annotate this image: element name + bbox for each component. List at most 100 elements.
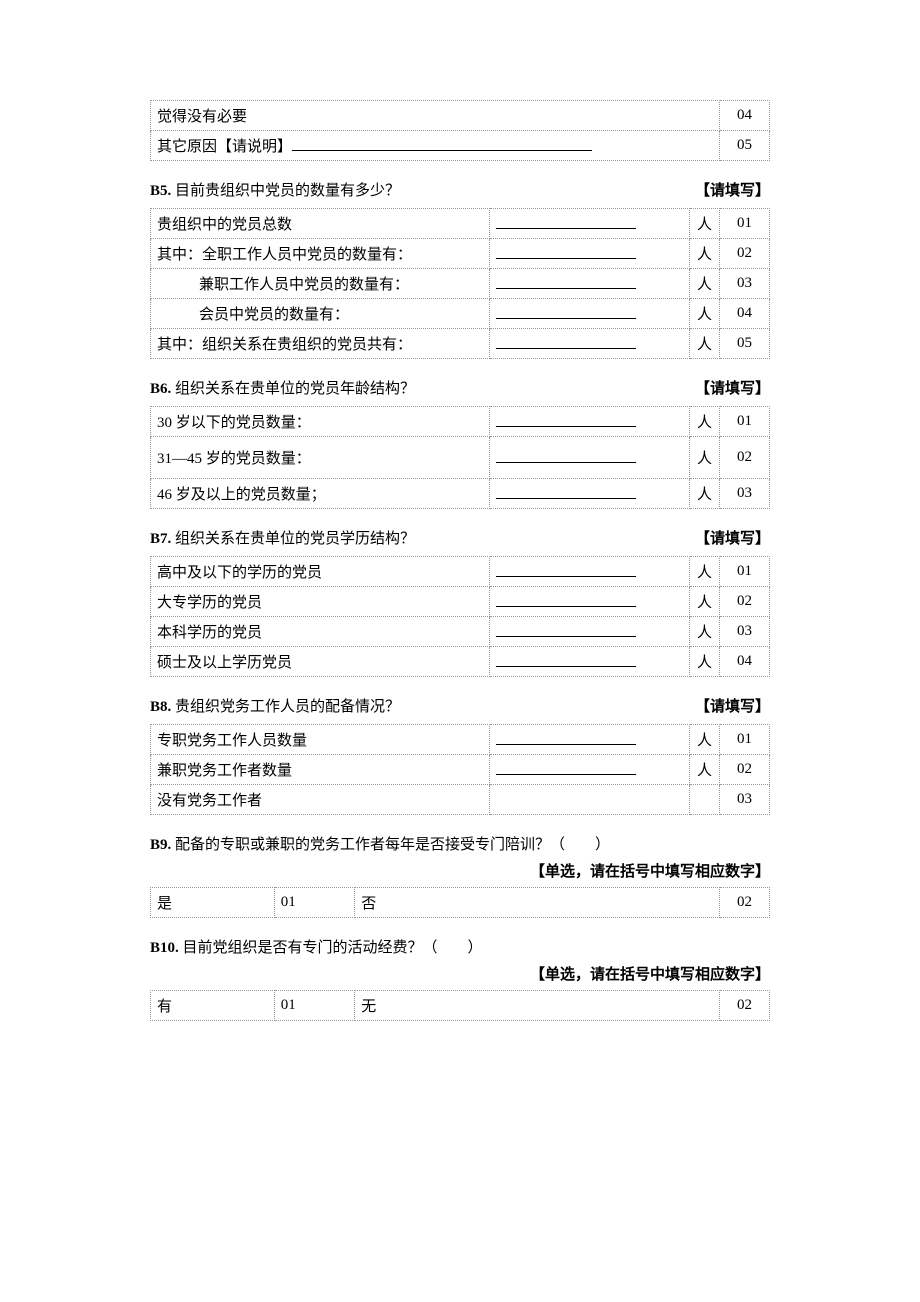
table-row: 贵组织中的党员总数 人 01 <box>151 209 770 239</box>
fill-blank <box>490 785 690 815</box>
b5-table: 贵组织中的党员总数 人 01 其中：全职工作人员中党员的数量有： 人 02 兼职… <box>150 208 770 359</box>
table-row: 其它原因【请说明】 05 <box>151 131 770 161</box>
unit: 人 <box>690 269 720 299</box>
code: 02 <box>720 755 770 785</box>
option-label: 否 <box>355 888 720 918</box>
b8-question: B8. 贵组织党务工作人员的配备情况？ 【请填写】 <box>150 695 770 716</box>
fill-blank[interactable] <box>490 209 690 239</box>
q-text: 贵组织党务工作人员的配备情况？ <box>175 699 400 715</box>
fill-blank[interactable] <box>490 239 690 269</box>
question-text: B7. 组织关系在贵单位的党员学历结构？ <box>150 527 415 548</box>
q-text: 组织关系在贵单位的党员学历结构？ <box>175 531 415 547</box>
other-reason-label: 其它原因【请说明】 <box>157 139 292 155</box>
table-row: 高中及以下的学历的党员 人 01 <box>151 557 770 587</box>
code: 01 <box>720 557 770 587</box>
table-row: 专职党务工作人员数量 人 01 <box>151 725 770 755</box>
row-label: 46 岁及以上的党员数量； <box>151 479 490 509</box>
unit: 人 <box>690 647 720 677</box>
code: 04 <box>720 647 770 677</box>
b6-question: B6. 组织关系在贵单位的党员年龄结构？ 【请填写】 <box>150 377 770 398</box>
b7-table: 高中及以下的学历的党员 人 01 大专学历的党员 人 02 本科学历的党员 人 … <box>150 556 770 677</box>
table-row: 其中：组织关系在贵组织的党员共有： 人 05 <box>151 329 770 359</box>
fill-blank[interactable] <box>490 557 690 587</box>
unit: 人 <box>690 299 720 329</box>
fill-blank[interactable] <box>490 479 690 509</box>
fill-blank[interactable] <box>490 647 690 677</box>
b10-instruction: 【单选，请在括号中填写相应数字】 <box>150 963 770 984</box>
unit: 人 <box>690 209 720 239</box>
table-row: 有 01 无 02 <box>151 991 770 1021</box>
option-label: 是 <box>151 888 275 918</box>
b9-instruction: 【单选，请在括号中填写相应数字】 <box>150 860 770 881</box>
row-label: 大专学历的党员 <box>151 587 490 617</box>
fill-blank[interactable] <box>490 617 690 647</box>
table-row: 大专学历的党员 人 02 <box>151 587 770 617</box>
option-label: 无 <box>355 991 720 1021</box>
q-num: B7. <box>150 531 171 547</box>
option-code: 05 <box>720 131 770 161</box>
unit: 人 <box>690 725 720 755</box>
other-reason-blank[interactable] <box>292 136 592 151</box>
unit: 人 <box>690 557 720 587</box>
b5-question: B5. 目前贵组织中党员的数量有多少？ 【请填写】 <box>150 179 770 200</box>
q-num: B5. <box>150 183 171 199</box>
row-label: 31—45 岁的党员数量： <box>151 437 490 479</box>
option-code: 01 <box>274 888 354 918</box>
table-row: 本科学历的党员 人 03 <box>151 617 770 647</box>
row-label: 贵组织中的党员总数 <box>151 209 490 239</box>
table-row: 会员中党员的数量有： 人 04 <box>151 299 770 329</box>
fill-blank[interactable] <box>490 587 690 617</box>
option-code: 02 <box>720 888 770 918</box>
unit: 人 <box>690 479 720 509</box>
q-hint: 【请填写】 <box>695 527 770 548</box>
row-label: 本科学历的党员 <box>151 617 490 647</box>
table-row: 30 岁以下的党员数量： 人 01 <box>151 407 770 437</box>
q-hint: 【请填写】 <box>695 179 770 200</box>
b9-table: 是 01 否 02 <box>150 887 770 918</box>
q-num: B9. <box>150 837 171 853</box>
fill-blank[interactable] <box>490 725 690 755</box>
table-row: 没有党务工作者 03 <box>151 785 770 815</box>
option-label: 觉得没有必要 <box>151 101 720 131</box>
option-label: 其它原因【请说明】 <box>151 131 720 161</box>
unit: 人 <box>690 755 720 785</box>
unit: 人 <box>690 407 720 437</box>
question-text: B5. 目前贵组织中党员的数量有多少？ <box>150 179 400 200</box>
table-row: 31—45 岁的党员数量： 人 02 <box>151 437 770 479</box>
code: 01 <box>720 725 770 755</box>
code: 03 <box>720 785 770 815</box>
row-label: 其中：组织关系在贵组织的党员共有： <box>151 329 490 359</box>
fill-blank[interactable] <box>490 269 690 299</box>
option-label: 有 <box>151 991 275 1021</box>
q-text: 目前贵组织中党员的数量有多少？ <box>175 183 400 199</box>
row-label: 兼职工作人员中党员的数量有： <box>151 269 490 299</box>
q-text: 配备的专职或兼职的党务工作者每年是否接受专门陪训？（ ） <box>175 837 610 853</box>
code: 02 <box>720 587 770 617</box>
table-row: 其中：全职工作人员中党员的数量有： 人 02 <box>151 239 770 269</box>
code: 04 <box>720 299 770 329</box>
question-text: B9. 配备的专职或兼职的党务工作者每年是否接受专门陪训？（ ） <box>150 833 610 854</box>
b9-question: B9. 配备的专职或兼职的党务工作者每年是否接受专门陪训？（ ） <box>150 833 770 854</box>
unit: 人 <box>690 437 720 479</box>
unit: 人 <box>690 329 720 359</box>
code: 01 <box>720 407 770 437</box>
fill-blank[interactable] <box>490 437 690 479</box>
b8-table: 专职党务工作人员数量 人 01 兼职党务工作者数量 人 02 没有党务工作者 0… <box>150 724 770 815</box>
b6-table: 30 岁以下的党员数量： 人 01 31—45 岁的党员数量： 人 02 46 … <box>150 406 770 509</box>
fill-blank[interactable] <box>490 299 690 329</box>
unit: 人 <box>690 587 720 617</box>
unit: 人 <box>690 617 720 647</box>
question-text: B6. 组织关系在贵单位的党员年龄结构？ <box>150 377 415 398</box>
fill-blank[interactable] <box>490 329 690 359</box>
code: 01 <box>720 209 770 239</box>
q-num: B6. <box>150 381 171 397</box>
b10-question: B10. 目前党组织是否有专门的活动经费？（ ） <box>150 936 770 957</box>
code: 03 <box>720 617 770 647</box>
table-row: 兼职工作人员中党员的数量有： 人 03 <box>151 269 770 299</box>
table-row: 是 01 否 02 <box>151 888 770 918</box>
fill-blank[interactable] <box>490 407 690 437</box>
row-label: 没有党务工作者 <box>151 785 490 815</box>
b7-question: B7. 组织关系在贵单位的党员学历结构？ 【请填写】 <box>150 527 770 548</box>
row-label: 硕士及以上学历党员 <box>151 647 490 677</box>
fill-blank[interactable] <box>490 755 690 785</box>
